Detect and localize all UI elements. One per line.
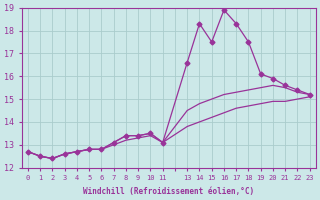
X-axis label: Windchill (Refroidissement éolien,°C): Windchill (Refroidissement éolien,°C) — [83, 187, 254, 196]
